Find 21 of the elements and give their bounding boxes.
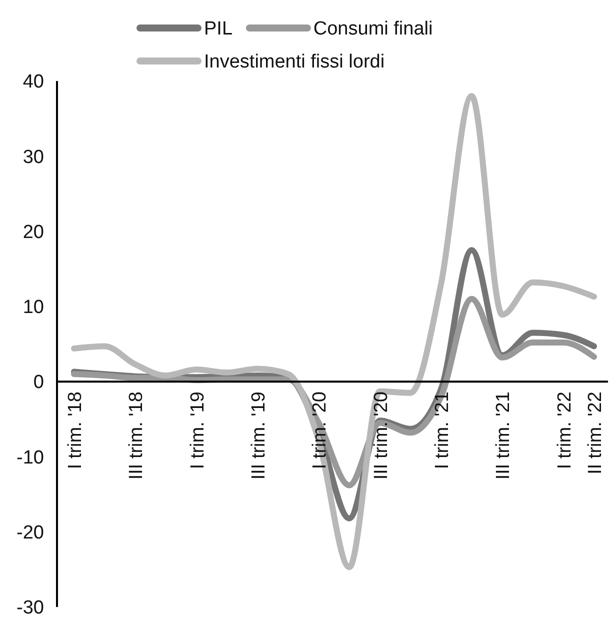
x-tick-label: III trim. '18 [126,392,148,480]
y-tick-label: -20 [16,522,44,544]
x-tick-label: III trim. '20 [370,392,392,480]
x-tick-label: I trim. '18 [65,392,86,470]
x-tick-label: I trim. '19 [187,392,208,470]
y-tick-label: -30 [16,598,44,619]
x-tick-label: I trim. '20 [310,392,331,470]
y-tick-label: 10 [22,297,44,318]
x-tick-label: III trim. '19 [248,392,270,480]
x-tick-label: II trim. '22 [585,392,606,474]
y-tick-label: 20 [22,222,44,243]
x-tick-label: I trim. '22 [554,392,576,470]
legend-label: PIL [204,18,233,40]
legend-label: Consumi finali [313,18,433,40]
y-tick-label: 0 [33,372,44,394]
y-tick-label: -10 [16,447,44,468]
x-tick-label: III trim. '21 [493,392,514,480]
x-tick-label: I trim. '21 [432,392,454,470]
legend-label: Investimenti fissi lordi [204,52,385,73]
y-tick-label: 40 [22,72,44,93]
y-tick-label: 30 [22,146,44,168]
